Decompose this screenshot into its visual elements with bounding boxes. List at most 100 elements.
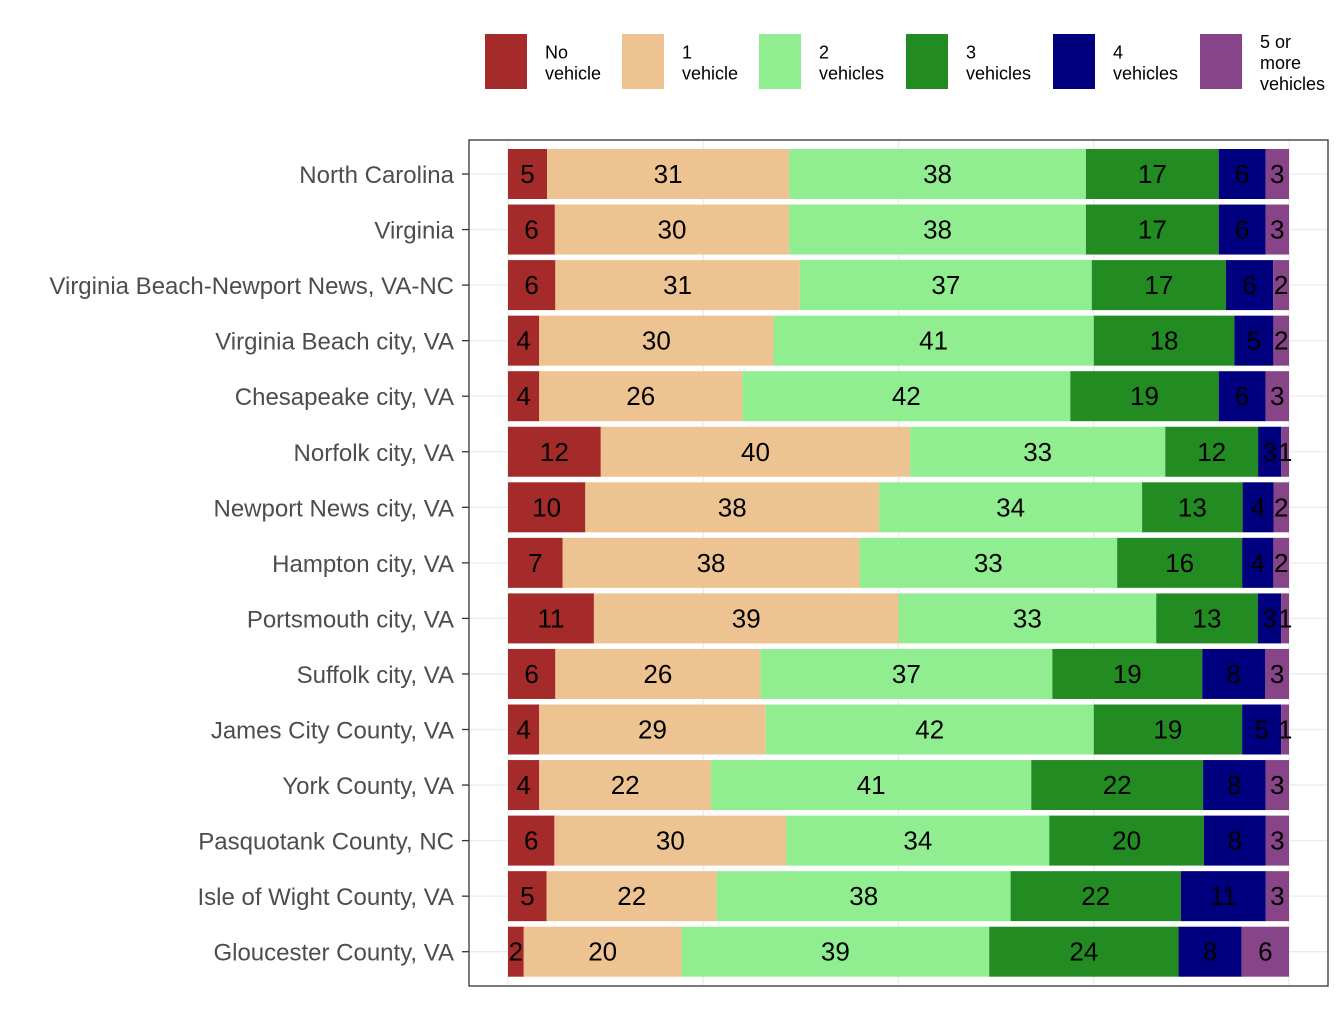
bar-row: 12 40 33 12 3 1 bbox=[508, 426, 1292, 477]
bar-segment bbox=[859, 537, 1118, 588]
bar-segment bbox=[1281, 426, 1289, 477]
bar-row: 5 22 38 22 11 3 bbox=[508, 871, 1289, 922]
data-label: 5 bbox=[1247, 326, 1261, 356]
data-label: 6 bbox=[1235, 159, 1249, 189]
y-tick-label: Portsmouth city, VA bbox=[247, 606, 454, 633]
bar-segment bbox=[1242, 537, 1274, 588]
y-axis-labels: North Carolina Virginia Virginia Beach-New… bbox=[49, 162, 469, 967]
bar-segment bbox=[555, 260, 800, 311]
data-label: 19 bbox=[1113, 659, 1142, 689]
bar-row: 6 30 34 20 8 3 bbox=[508, 815, 1289, 866]
bar-segment bbox=[1117, 537, 1243, 588]
data-label: 22 bbox=[617, 881, 646, 911]
legend-label: 3 bbox=[966, 43, 976, 63]
bar-segment bbox=[1165, 426, 1259, 477]
bar-segment bbox=[554, 815, 787, 866]
bar-segment bbox=[1265, 871, 1289, 922]
bar-row: 6 26 37 19 8 3 bbox=[508, 648, 1289, 699]
bar-segment bbox=[1031, 760, 1204, 811]
data-label: 8 bbox=[1227, 770, 1241, 800]
y-tick-label: North Carolina bbox=[299, 162, 454, 189]
data-label: 3 bbox=[1262, 603, 1276, 633]
bar-segment bbox=[1142, 482, 1243, 533]
data-label: 20 bbox=[588, 937, 617, 967]
legend-key bbox=[485, 34, 527, 89]
bar-segment bbox=[1242, 704, 1282, 755]
data-label: 3 bbox=[1262, 437, 1276, 467]
bar-segment bbox=[508, 871, 547, 922]
bar-segment bbox=[773, 315, 1094, 366]
bar-segment bbox=[1203, 815, 1266, 866]
bar-row: 6 31 37 17 6 2 bbox=[508, 260, 1289, 311]
bar-segment bbox=[879, 482, 1143, 533]
bar-segment bbox=[1242, 482, 1274, 533]
y-tick-label: James City County, VA bbox=[211, 718, 454, 745]
bar-segment bbox=[585, 482, 880, 533]
y-tick-label: Suffolk city, VA bbox=[297, 662, 454, 689]
bar-segment bbox=[1265, 371, 1289, 422]
y-tick-label: Pasquotank County, NC bbox=[198, 829, 454, 856]
y-tick-label: Chesapeake city, VA bbox=[235, 384, 454, 411]
bar-segment bbox=[1281, 593, 1289, 644]
data-label: 6 bbox=[1242, 270, 1256, 300]
data-label: 24 bbox=[1069, 937, 1098, 967]
legend-key bbox=[622, 34, 664, 89]
legend-label: 1 bbox=[682, 43, 692, 63]
data-label: 3 bbox=[1270, 159, 1284, 189]
data-label: 5 bbox=[520, 159, 534, 189]
y-tick-label: Hampton city, VA bbox=[272, 551, 454, 578]
bar-segment bbox=[1273, 537, 1289, 588]
data-label: 26 bbox=[643, 659, 672, 689]
data-label: 30 bbox=[658, 215, 687, 245]
data-label: 18 bbox=[1150, 326, 1179, 356]
bar-segment bbox=[1049, 815, 1204, 866]
data-label: 38 bbox=[697, 548, 726, 578]
data-label: 2 bbox=[1274, 548, 1288, 578]
data-label: 31 bbox=[654, 159, 683, 189]
bar-segment bbox=[523, 926, 682, 977]
bar-segment bbox=[716, 871, 1011, 922]
data-label: 6 bbox=[524, 826, 538, 856]
bar-segment bbox=[789, 204, 1086, 255]
bar-segment bbox=[1265, 204, 1289, 255]
data-label: 4 bbox=[516, 326, 530, 356]
data-label: 4 bbox=[516, 770, 530, 800]
data-label: 22 bbox=[1103, 770, 1132, 800]
data-label: 3 bbox=[1270, 826, 1284, 856]
data-label: 4 bbox=[516, 715, 530, 745]
bar-segment bbox=[1273, 260, 1289, 311]
legend-key bbox=[1200, 34, 1242, 89]
data-label: 2 bbox=[1274, 492, 1288, 522]
bar-segment bbox=[711, 760, 1032, 811]
data-label: 42 bbox=[915, 715, 944, 745]
bar-segment bbox=[1070, 371, 1219, 422]
bar-segment bbox=[508, 482, 586, 533]
bar-segment bbox=[539, 704, 766, 755]
bar-segment bbox=[508, 926, 524, 977]
bar-segment bbox=[910, 426, 1166, 477]
bar-segment bbox=[1241, 926, 1289, 977]
data-label: 12 bbox=[1197, 437, 1226, 467]
data-label: 3 bbox=[1270, 770, 1284, 800]
bar-row: 4 26 42 19 6 3 bbox=[508, 371, 1289, 422]
legend-label: vehicles bbox=[1113, 64, 1178, 84]
data-label: 34 bbox=[996, 492, 1025, 522]
bar-segment bbox=[593, 593, 899, 644]
bar-segment bbox=[547, 149, 790, 199]
bar-segment bbox=[1218, 371, 1266, 422]
y-tick-label: York County, VA bbox=[282, 773, 454, 800]
bar-segment bbox=[1203, 760, 1266, 811]
data-label: 41 bbox=[919, 326, 948, 356]
data-label: 6 bbox=[1235, 215, 1249, 245]
data-label: 6 bbox=[524, 659, 538, 689]
legend-label: vehicles bbox=[1260, 74, 1325, 94]
bar-segment bbox=[508, 149, 548, 199]
legend-key bbox=[906, 34, 948, 89]
bar-segment bbox=[508, 648, 556, 699]
bar-segment bbox=[1273, 482, 1289, 533]
bar-segment bbox=[1202, 648, 1266, 699]
data-label: 5 bbox=[1254, 715, 1268, 745]
